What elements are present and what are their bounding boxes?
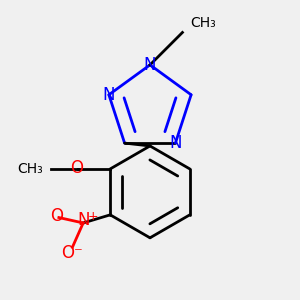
Text: N: N [77,211,89,229]
Text: CH₃: CH₃ [190,16,216,30]
Text: N: N [103,86,115,104]
Text: +: + [87,210,98,223]
Text: CH₃: CH₃ [17,162,43,176]
Text: O⁻: O⁻ [61,244,83,262]
Text: O: O [50,207,63,225]
Text: N: N [169,134,182,152]
Text: N: N [144,56,156,74]
Text: O: O [70,159,83,177]
